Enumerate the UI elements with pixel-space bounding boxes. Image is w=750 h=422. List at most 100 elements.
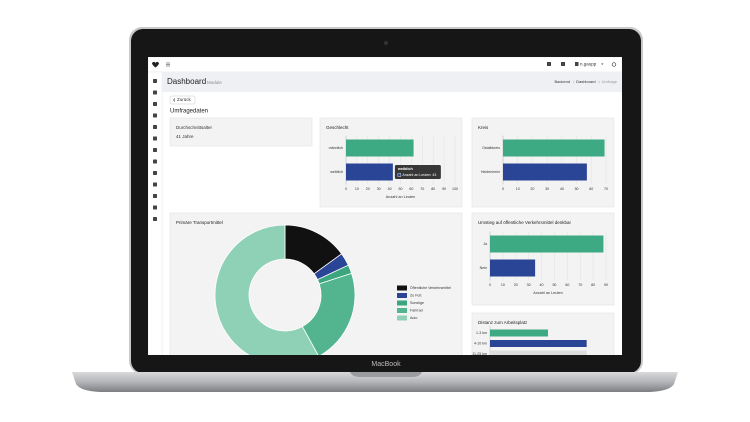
chart-title: Geschlecht [326, 125, 349, 130]
legend-label: Sonstige [410, 301, 424, 305]
chart-title: Kreis [478, 125, 489, 130]
x-tick-label: 20 [366, 187, 370, 191]
y-tick-label: Ja [483, 242, 487, 246]
page-title: Dashboard [167, 77, 206, 86]
legend-swatch [397, 308, 407, 313]
sidebar-icon[interactable] [153, 79, 157, 83]
x-tick-label: 90 [442, 187, 446, 191]
donut-slice [301, 272, 356, 355]
x-axis-label: Anzahl an Leuten [386, 195, 416, 199]
stat-value: 41 Jahre [176, 134, 194, 139]
x-tick-label: 10 [501, 283, 505, 287]
x-tick-label: 80 [591, 283, 595, 287]
breadcrumb-item: Backend [555, 79, 571, 84]
sidebar-icon[interactable] [153, 102, 157, 106]
sidebar [148, 71, 163, 355]
x-tick-label: 30 [527, 283, 531, 287]
back-button[interactable] [169, 95, 196, 105]
caret [601, 63, 604, 65]
section-title: Umfragedaten [170, 109, 208, 115]
menu-toggle[interactable] [166, 62, 170, 67]
user-menu[interactable]: n.gaupp [580, 62, 597, 67]
x-axis-label: Anzahl an Leuten [533, 291, 563, 295]
x-tick-label: 30 [377, 187, 381, 191]
chart-panel [471, 117, 615, 208]
sidebar-icon[interactable] [153, 217, 157, 221]
header-bar [162, 72, 622, 92]
sidebar-icon[interactable] [153, 125, 157, 129]
y-tick-label: 1-3 km [476, 331, 487, 335]
camera [384, 41, 388, 45]
y-tick-label: 4-10 km [474, 341, 487, 345]
tooltip-swatch [397, 173, 402, 177]
bar [503, 163, 587, 181]
breadcrumb-separator [598, 80, 600, 84]
x-tick-label: 70 [578, 283, 582, 287]
laptop-base [72, 372, 678, 392]
chart-panel [319, 117, 463, 208]
y-tick-label: Nein [480, 266, 487, 270]
chart-title: Distanz zum Arbeitsplatz [478, 320, 528, 325]
x-tick-label: 40 [560, 187, 564, 191]
x-tick-label: 10 [516, 187, 520, 191]
donut-slice [214, 224, 319, 355]
x-tick-label: 60 [565, 283, 569, 287]
sidebar-icon[interactable] [153, 113, 157, 118]
breadcrumb-item: Umfrage [602, 79, 618, 84]
x-tick-label: 50 [552, 283, 556, 287]
x-tick-label: 60 [589, 187, 593, 191]
x-tick-label: 70 [420, 187, 424, 191]
back-label[interactable]: Zurück [177, 97, 192, 102]
icon-share[interactable] [611, 62, 617, 67]
x-tick-label: 70 [604, 187, 608, 191]
sidebar-icon[interactable] [153, 159, 157, 164]
y-tick-label: männlich [329, 146, 343, 150]
x-tick-label: 30 [545, 187, 549, 191]
bar [503, 139, 605, 157]
legend-swatch [397, 315, 407, 321]
x-tick-label: 20 [530, 187, 534, 191]
x-tick-label: 80 [431, 187, 435, 191]
sidebar-icon[interactable] [153, 148, 157, 152]
tooltip-label: Anzahl an Leuten: 43 [402, 173, 436, 177]
legend-swatch [397, 300, 407, 306]
y-tick-label: weiblich [330, 170, 343, 174]
legend-label: Zu Fuß [410, 293, 422, 297]
stat-title: Durchschnittsalter [176, 125, 213, 130]
y-tick-label: Heidenheim [481, 170, 500, 174]
chart-panel [471, 212, 615, 306]
sidebar-icon[interactable] [153, 171, 157, 175]
sidebar-icon[interactable] [153, 205, 157, 210]
icon-tasks[interactable] [561, 62, 565, 66]
logo [152, 61, 159, 68]
x-tick-label: 40 [540, 283, 544, 287]
x-tick-label: 100 [452, 187, 458, 191]
breadcrumb-item: Dashboard [576, 79, 596, 84]
x-tick-label: 0 [345, 187, 347, 191]
chart-title: Primäre Transportmittel [176, 220, 223, 225]
bar [346, 163, 393, 181]
legend-swatch [397, 293, 407, 298]
sidebar-icon[interactable] [153, 194, 157, 198]
sidebar-icon[interactable] [153, 182, 157, 187]
x-tick-label: 10 [355, 187, 359, 191]
legend-swatch [397, 285, 407, 291]
x-tick-label: 50 [399, 187, 403, 191]
sidebar-icon[interactable] [153, 90, 157, 95]
x-tick-label: 60 [409, 187, 413, 191]
breadcrumb-separator [572, 80, 575, 84]
bar [490, 235, 604, 253]
icon-folder[interactable] [547, 62, 551, 66]
back-chevron [173, 98, 176, 102]
x-tick-label: 50 [575, 187, 579, 191]
bar [346, 139, 414, 157]
legend-label: Öffentliche Verkehrsmittel [410, 286, 451, 290]
notch [350, 372, 422, 377]
icon-user[interactable] [575, 62, 579, 66]
sidebar-icon[interactable] [153, 136, 157, 141]
page-subtitle: Module [207, 80, 222, 85]
y-tick-label: 11-25 km [472, 352, 487, 356]
legend-label: Fahrrad [410, 308, 423, 312]
x-tick-label: 20 [514, 283, 518, 287]
